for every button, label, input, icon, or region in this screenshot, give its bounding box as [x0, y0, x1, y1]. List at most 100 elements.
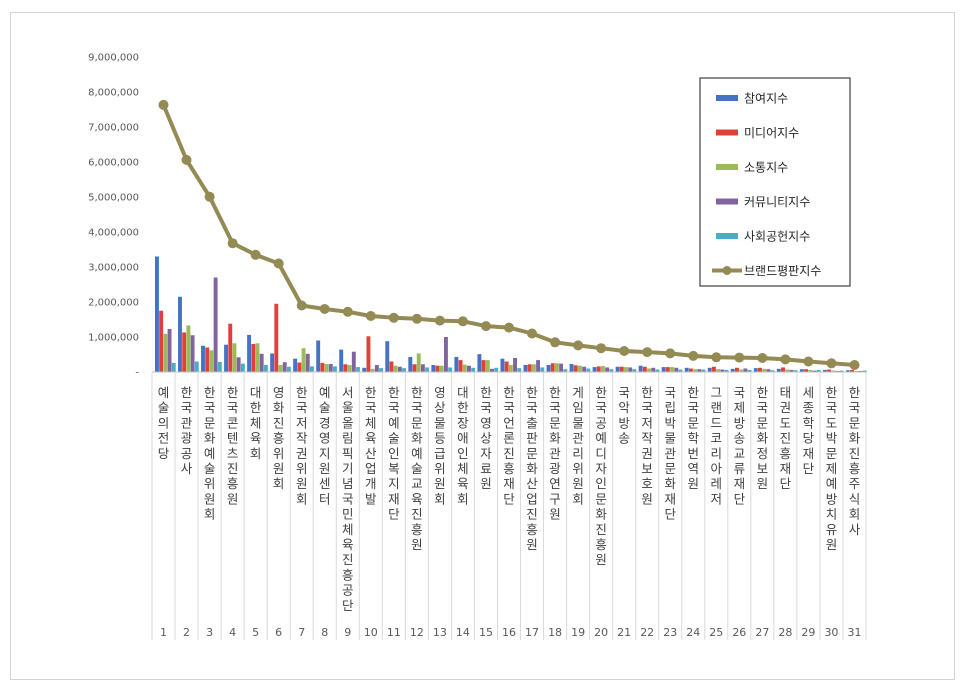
- category-index: 17: [525, 626, 539, 639]
- point-브랜드평판지수: [596, 343, 607, 354]
- bar-소통지수: [439, 365, 444, 372]
- point-브랜드평판지수: [527, 328, 537, 339]
- point-브랜드평판지수: [342, 306, 353, 317]
- category-index: 4: [229, 626, 236, 639]
- legend-swatch: [716, 198, 738, 205]
- bar-사회공헌지수: [632, 369, 637, 372]
- bar-참여지수: [178, 296, 182, 372]
- bar-참여지수: [155, 256, 159, 372]
- y-tick-label: 6,000,000: [88, 158, 139, 169]
- bar-소통지수: [186, 325, 191, 372]
- bar-커뮤니티지수: [351, 351, 356, 372]
- bar-소통지수: [716, 369, 721, 372]
- bar-소통지수: [577, 365, 582, 372]
- category-index: 5: [252, 626, 259, 639]
- bar-참여지수: [546, 365, 551, 372]
- bar-미디어지수: [804, 369, 808, 372]
- bar-사회공헌지수: [309, 366, 314, 372]
- bar-사회공헌지수: [586, 368, 591, 372]
- point-브랜드평판지수: [250, 249, 261, 260]
- point-브랜드평판지수: [181, 154, 192, 165]
- bar-사회공헌지수: [862, 370, 867, 372]
- bar-미디어지수: [758, 367, 762, 372]
- bar-커뮤니티지수: [190, 335, 195, 372]
- bar-미디어지수: [781, 367, 785, 372]
- category-index: 28: [778, 626, 792, 639]
- bar-커뮤니티지수: [743, 368, 748, 372]
- bar-참여지수: [362, 367, 367, 372]
- bar-사회공헌지수: [724, 369, 729, 372]
- bar-참여지수: [408, 356, 413, 372]
- category-index: 6: [275, 626, 282, 639]
- category-index: 12: [410, 626, 424, 639]
- point-브랜드평판지수: [296, 300, 307, 311]
- bar-사회공헌지수: [793, 370, 798, 372]
- bar-커뮤니티지수: [420, 364, 425, 372]
- category-index: 19: [571, 626, 585, 639]
- point-브랜드평판지수: [619, 346, 630, 356]
- bar-사회공헌지수: [609, 369, 614, 372]
- category-index: 18: [548, 626, 562, 639]
- bar-소통지수: [762, 368, 767, 372]
- point-브랜드평판지수: [734, 352, 745, 363]
- bar-참여지수: [776, 368, 781, 372]
- bar-소통지수: [416, 353, 421, 372]
- bar-참여지수: [201, 345, 205, 372]
- bar-참여지수: [247, 334, 252, 372]
- bar-미디어지수: [435, 365, 440, 372]
- category-index: 21: [617, 626, 631, 639]
- bar-커뮤니티지수: [397, 366, 402, 372]
- bar-커뮤니티지수: [490, 368, 494, 372]
- point-브랜드평판지수: [158, 99, 169, 110]
- bar-커뮤니티지수: [812, 370, 817, 372]
- bar-소통지수: [647, 368, 651, 372]
- point-브랜드평판지수: [688, 350, 699, 361]
- bar-미디어지수: [735, 367, 739, 372]
- bar-소통지수: [370, 368, 375, 372]
- bar-미디어지수: [320, 362, 325, 372]
- bar-소통지수: [739, 369, 744, 372]
- bar-미디어지수: [688, 368, 693, 372]
- bar-사회공헌지수: [402, 368, 407, 372]
- legend-box: [699, 77, 851, 287]
- bar-사회공헌지수: [678, 369, 683, 372]
- category-index: 30: [824, 626, 838, 639]
- point-브랜드평판지수: [757, 353, 768, 363]
- category-index: 9: [344, 626, 351, 639]
- bar-소통지수: [808, 369, 813, 372]
- bar-사회공헌지수: [540, 367, 545, 372]
- bar-소통지수: [554, 363, 559, 372]
- point-브랜드평판지수: [388, 312, 399, 323]
- bar-참여지수: [799, 369, 804, 372]
- y-tick-label: 2,000,000: [88, 298, 139, 309]
- y-tick-label: 7,000,000: [88, 123, 139, 134]
- bar-미디어지수: [228, 323, 233, 372]
- bar-미디어지수: [251, 344, 256, 372]
- legend-marker: [722, 266, 732, 275]
- bar-소통지수: [831, 370, 836, 372]
- bar-참여지수: [431, 365, 436, 372]
- bar-사회공헌지수: [655, 369, 660, 372]
- bar-참여지수: [523, 365, 528, 372]
- bar-사회공헌지수: [286, 366, 291, 372]
- bar-미디어지수: [159, 310, 164, 372]
- y-tick-label: 8,000,000: [88, 88, 139, 99]
- bar-소통지수: [670, 367, 675, 372]
- bar-커뮤니티지수: [167, 328, 172, 372]
- bar-소통지수: [531, 364, 536, 372]
- bar-사회공헌지수: [240, 363, 245, 372]
